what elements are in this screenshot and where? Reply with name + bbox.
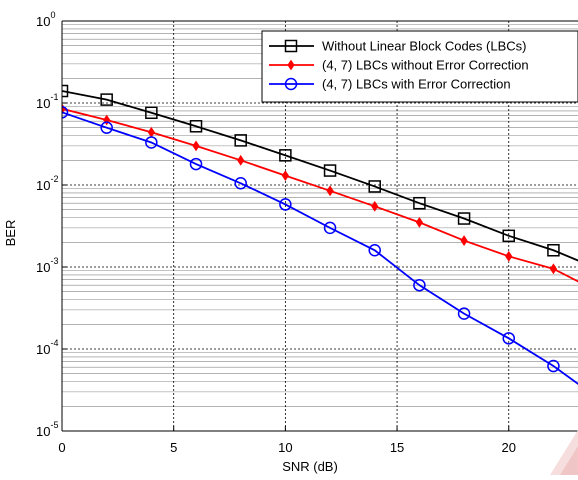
y-tick-label: 100 bbox=[36, 10, 55, 29]
y-tick-label: 10-1 bbox=[36, 92, 58, 111]
y-tick-label: 10-5 bbox=[36, 420, 58, 439]
x-tick-label: 10 bbox=[278, 440, 292, 455]
legend-label: (4, 7) LBCs with Error Correction bbox=[322, 77, 511, 92]
x-tick-label: 5 bbox=[170, 440, 177, 455]
watermark-corner bbox=[550, 430, 578, 475]
x-tick-label: 20 bbox=[502, 440, 516, 455]
legend-items: Without Linear Block Codes (LBCs) (4, 7) … bbox=[269, 39, 529, 92]
legend-label: Without Linear Block Codes (LBCs) bbox=[322, 39, 526, 54]
y-tick-label: 10-3 bbox=[36, 256, 58, 275]
x-axis-label: SNR (dB) bbox=[282, 459, 338, 474]
x-tick-label: 15 bbox=[390, 440, 404, 455]
legend: Without Linear Block Codes (LBCs) (4, 7) … bbox=[262, 31, 578, 102]
y-axis-label: BER bbox=[3, 220, 18, 247]
y-tick-label: 10-2 bbox=[36, 174, 58, 193]
x-tick-label: 0 bbox=[58, 440, 65, 455]
y-tick-label: 10-4 bbox=[36, 338, 58, 357]
legend-label: (4, 7) LBCs without Error Correction bbox=[322, 58, 529, 73]
